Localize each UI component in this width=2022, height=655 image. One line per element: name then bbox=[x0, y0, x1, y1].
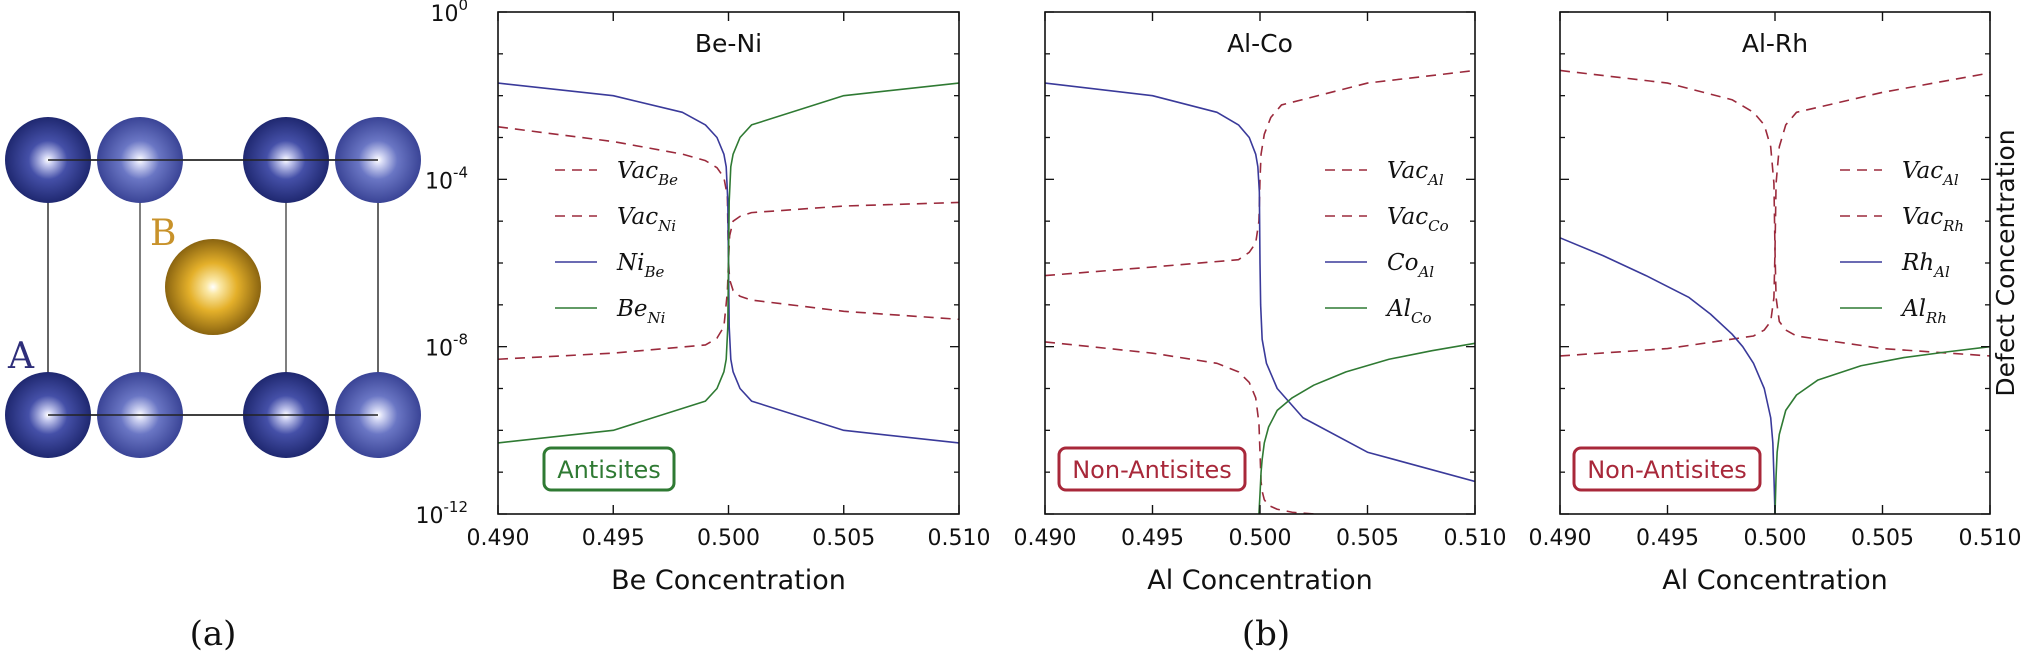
x-tick-label: 0.490 bbox=[1529, 526, 1592, 551]
defect-type-badge-label: Non-Antisites bbox=[1587, 456, 1747, 484]
legend-label: RhAl bbox=[1901, 250, 1950, 281]
defect-charts: 0.490 0.495 0.500 0.505 0.510 100 10-4 10-8 10-1… bbox=[416, 0, 2022, 596]
atom-b bbox=[165, 239, 261, 335]
y-tick-label: 10-4 bbox=[425, 163, 468, 194]
x-tick-label: 0.500 bbox=[697, 526, 760, 551]
legend-label: VacBe bbox=[617, 158, 678, 189]
defect-type-badge-label: Antisites bbox=[557, 456, 661, 484]
legend-label: NiBe bbox=[616, 250, 665, 281]
y-tick-label: 10-12 bbox=[416, 498, 469, 529]
x-axis-label: Be Concentration bbox=[611, 565, 846, 596]
legend-label: AlRh bbox=[1900, 296, 1947, 327]
legend-label: VacAl bbox=[1902, 158, 1959, 189]
panel-a-label: (a) bbox=[190, 614, 237, 654]
legend-label: BeNi bbox=[616, 296, 666, 327]
defect-type-badge bbox=[1057, 446, 1247, 492]
series-line-vac-al bbox=[1560, 69, 1990, 357]
legend-label: VacRh bbox=[1902, 204, 1964, 235]
series-line-vac-ni bbox=[498, 201, 959, 361]
legend-label: CoAl bbox=[1387, 250, 1434, 281]
defect-type-badge bbox=[1572, 446, 1762, 492]
x-tick-label: 0.505 bbox=[1851, 526, 1914, 551]
chart-1: 0.490 0.495 0.500 0.505 0.510 Al-Co Al Concent… bbox=[1014, 11, 1507, 596]
chart-0: 0.490 0.495 0.500 0.505 0.510 100 10-4 10-8 10-1… bbox=[416, 0, 991, 596]
x-tick-label: 0.510 bbox=[1444, 526, 1507, 551]
series-line-vac-al bbox=[1045, 69, 1475, 277]
site-b-label: B bbox=[150, 213, 176, 254]
site-a-label: A bbox=[7, 336, 35, 377]
series-line-co-al bbox=[1045, 82, 1475, 483]
series-line-al-rh bbox=[1774, 345, 1990, 514]
y-axis-label: Defect Concentration bbox=[1991, 129, 2020, 396]
series-line-al-co bbox=[1258, 342, 1475, 514]
x-axis-label: Al Concentration bbox=[1147, 565, 1373, 596]
panel-b-label: (b) bbox=[1242, 614, 1290, 654]
series-line-vac-co bbox=[1045, 341, 1314, 514]
series-line-vac-rh bbox=[1560, 72, 1990, 357]
x-tick-label: 0.500 bbox=[1744, 526, 1807, 551]
defect-type-badge-label: Non-Antisites bbox=[1072, 456, 1232, 484]
series-line-rh-al bbox=[1560, 237, 1776, 514]
x-axis-label: Al Concentration bbox=[1662, 565, 1888, 596]
series-line-be-ni bbox=[498, 82, 959, 444]
defect-type-badge bbox=[542, 446, 676, 492]
legend-label: VacNi bbox=[617, 204, 676, 235]
x-tick-label: 0.510 bbox=[1959, 526, 2022, 551]
x-tick-label: 0.490 bbox=[467, 526, 530, 551]
x-tick-label: 0.495 bbox=[1636, 526, 1699, 551]
legend-label: VacAl bbox=[1387, 158, 1444, 189]
chart-title: Be-Ni bbox=[695, 29, 762, 58]
x-tick-label: 0.495 bbox=[1121, 526, 1184, 551]
legend-label: VacCo bbox=[1387, 204, 1449, 235]
x-tick-label: 0.490 bbox=[1014, 526, 1077, 551]
x-tick-label: 0.495 bbox=[582, 526, 645, 551]
series-line-vac-be bbox=[498, 126, 959, 321]
x-tick-label: 0.505 bbox=[812, 526, 875, 551]
x-tick-label: 0.510 bbox=[928, 526, 991, 551]
x-tick-label: 0.505 bbox=[1336, 526, 1399, 551]
y-tick-label: 10-8 bbox=[425, 331, 468, 362]
crystal-structure-panel: A B (a) bbox=[5, 117, 421, 654]
chart-title: Al-Rh bbox=[1742, 29, 1808, 58]
y-tick-label: 100 bbox=[430, 0, 468, 27]
legend-label: AlCo bbox=[1385, 296, 1431, 327]
chart-2: 0.490 0.495 0.500 0.505 0.510 Al-Rh Al Concent… bbox=[1529, 11, 2022, 596]
chart-title: Al-Co bbox=[1227, 29, 1293, 58]
x-tick-label: 0.500 bbox=[1229, 526, 1292, 551]
